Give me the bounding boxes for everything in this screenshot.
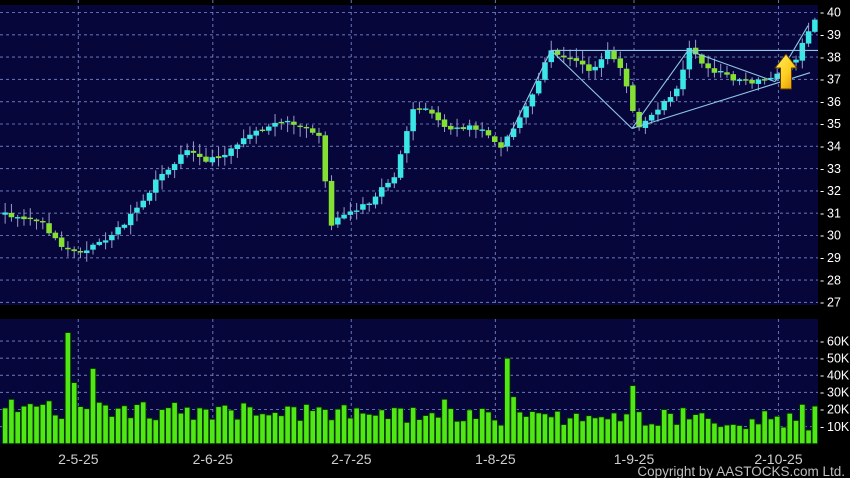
svg-text:31: 31 [827,206,841,220]
svg-text:-: - [820,251,824,265]
svg-text:-: - [820,351,824,365]
svg-text:-: - [820,206,824,220]
svg-text:30: 30 [827,229,841,243]
svg-text:20K: 20K [827,403,850,417]
svg-text:-: - [820,28,824,42]
svg-text:-: - [820,184,824,198]
svg-text:-: - [820,73,824,87]
svg-text:28: 28 [827,273,841,287]
svg-text:27: 27 [827,296,841,310]
svg-text:-: - [820,140,824,154]
svg-text:-: - [820,6,824,20]
svg-text:-: - [820,50,824,64]
svg-text:40K: 40K [827,369,850,383]
svg-text:-: - [820,162,824,176]
svg-text:32: 32 [827,184,841,198]
svg-text:50K: 50K [827,351,850,365]
svg-text:29: 29 [827,251,841,265]
svg-text:38: 38 [827,50,841,64]
svg-text:37: 37 [827,73,841,87]
svg-text:-: - [820,296,824,310]
svg-text:10K: 10K [827,420,850,434]
svg-text:-: - [820,420,824,434]
svg-text:30K: 30K [827,386,850,400]
svg-text:40: 40 [827,6,841,20]
svg-text:-: - [820,273,824,287]
svg-text:-: - [820,369,824,383]
svg-text:60K: 60K [827,334,850,348]
svg-text:-: - [820,229,824,243]
svg-text:-: - [820,403,824,417]
svg-text:35: 35 [827,117,841,131]
svg-text:33: 33 [827,162,841,176]
svg-text:-: - [820,334,824,348]
svg-text:-: - [820,117,824,131]
svg-text:39: 39 [827,28,841,42]
svg-text:-: - [820,95,824,109]
svg-text:-: - [820,386,824,400]
svg-text:34: 34 [827,140,841,154]
svg-text:36: 36 [827,95,841,109]
